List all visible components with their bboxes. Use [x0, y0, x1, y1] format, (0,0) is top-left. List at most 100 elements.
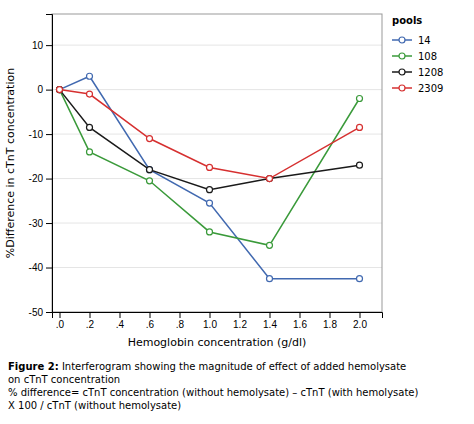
legend-entry: 14 [392, 35, 431, 46]
series-group [57, 73, 363, 281]
tick-label: .0 [56, 319, 65, 330]
point [207, 187, 213, 193]
tick-label: .2 [86, 319, 95, 330]
point [147, 178, 153, 184]
point [147, 167, 153, 173]
legend-label: 2309 [418, 83, 443, 94]
tick: 1.6 [293, 312, 307, 330]
tick-label: 1.6 [293, 319, 307, 330]
tick: 2.0 [353, 312, 367, 330]
point [87, 73, 93, 79]
tick-label: -50 [29, 307, 44, 318]
tick: .2 [86, 312, 95, 330]
tick: .6 [146, 312, 155, 330]
tick: 1.8 [323, 312, 337, 330]
tick-label: 10 [32, 40, 44, 51]
tick-mark [360, 312, 361, 318]
legend-label: 108 [418, 51, 437, 62]
axis-line [53, 313, 383, 319]
series [57, 87, 363, 182]
tick-label: 1.4 [263, 319, 277, 330]
point [357, 162, 363, 168]
tick-mark [330, 312, 331, 318]
tick-label: .8 [176, 319, 185, 330]
legend: pools 14 108 1208 2309 [392, 15, 443, 94]
tick: .8 [176, 312, 185, 330]
series-line [60, 90, 360, 246]
caption: Figure 2: Interferogram showing the magn… [8, 361, 418, 411]
tick-label: 1.0 [203, 319, 217, 330]
x-axis: .0 .2 .4 .6 .8 1.0 1.2 1.4 1.6 1.8 2.0 [53, 312, 383, 330]
tick-mark [270, 312, 271, 318]
series [57, 87, 363, 249]
grid-line [52, 45, 382, 46]
point [267, 176, 273, 182]
tick: -50 [29, 307, 52, 318]
tick-label: .6 [146, 319, 155, 330]
tick: 0 [37, 84, 52, 95]
legend-entry: 108 [392, 51, 437, 62]
tick-mark [150, 312, 151, 318]
tick: -10 [29, 129, 52, 140]
point [87, 124, 93, 130]
tick: 1.2 [233, 312, 247, 330]
tick-label: .4 [116, 319, 125, 330]
grid-line [52, 267, 382, 268]
plot-frame [52, 14, 382, 312]
tick-mark [46, 45, 52, 46]
series-line [60, 90, 360, 179]
series-line [60, 76, 360, 278]
tick-mark [120, 312, 121, 318]
caption-line: % difference= cTnT concentration (withou… [8, 387, 418, 398]
tick: -40 [29, 262, 52, 273]
tick-mark [180, 312, 181, 318]
legend-label: 14 [418, 35, 431, 46]
tick-label: 1.8 [323, 319, 337, 330]
point [87, 149, 93, 155]
point [207, 200, 213, 206]
legend-marker [399, 85, 405, 91]
point [57, 87, 63, 93]
tick-mark [300, 312, 301, 318]
point [267, 176, 273, 182]
tick-mark [60, 312, 61, 318]
caption-line: Interferogram showing the magnitude of e… [59, 361, 407, 372]
tick-mark [210, 312, 211, 318]
tick: 10 [32, 40, 52, 51]
y-axis-title: %Difference in cTnT concentration [4, 68, 17, 258]
point [207, 164, 213, 170]
legend-marker [399, 69, 405, 75]
legend-title: pools [392, 15, 422, 26]
point [147, 167, 153, 173]
series [57, 87, 363, 193]
tick: .4 [116, 312, 125, 330]
tick-mark [46, 134, 52, 135]
tick: -20 [29, 173, 52, 184]
point [357, 96, 363, 102]
point [147, 136, 153, 142]
point [267, 242, 273, 248]
point [357, 276, 363, 282]
plot: .0 .2 .4 .6 .8 1.0 1.2 1.4 1.6 1.8 2.0 -50 -40 -30 -20… [29, 14, 383, 330]
series-line [60, 90, 360, 190]
caption-label: Figure 2: [8, 361, 59, 372]
tick-label: -40 [29, 262, 44, 273]
tick-label: 1.2 [233, 319, 247, 330]
point [57, 87, 63, 93]
grid-line [52, 89, 382, 90]
legend-entry: 1208 [392, 67, 443, 78]
tick-mark [46, 223, 52, 224]
grid-line [52, 178, 382, 179]
tick-label: 2.0 [353, 319, 367, 330]
tick-mark [46, 90, 52, 91]
tick-label: -30 [29, 218, 44, 229]
point [57, 87, 63, 93]
series [57, 73, 363, 281]
legend-label: 1208 [418, 67, 443, 78]
tick-mark [240, 312, 241, 318]
tick: 1.4 [263, 312, 277, 330]
tick: .0 [56, 312, 65, 330]
tick: -30 [29, 218, 52, 229]
chart: .0 .2 .4 .6 .8 1.0 1.2 1.4 1.6 1.8 2.0 -50 -40 -30 -20… [0, 0, 474, 424]
y-grid [52, 45, 382, 312]
